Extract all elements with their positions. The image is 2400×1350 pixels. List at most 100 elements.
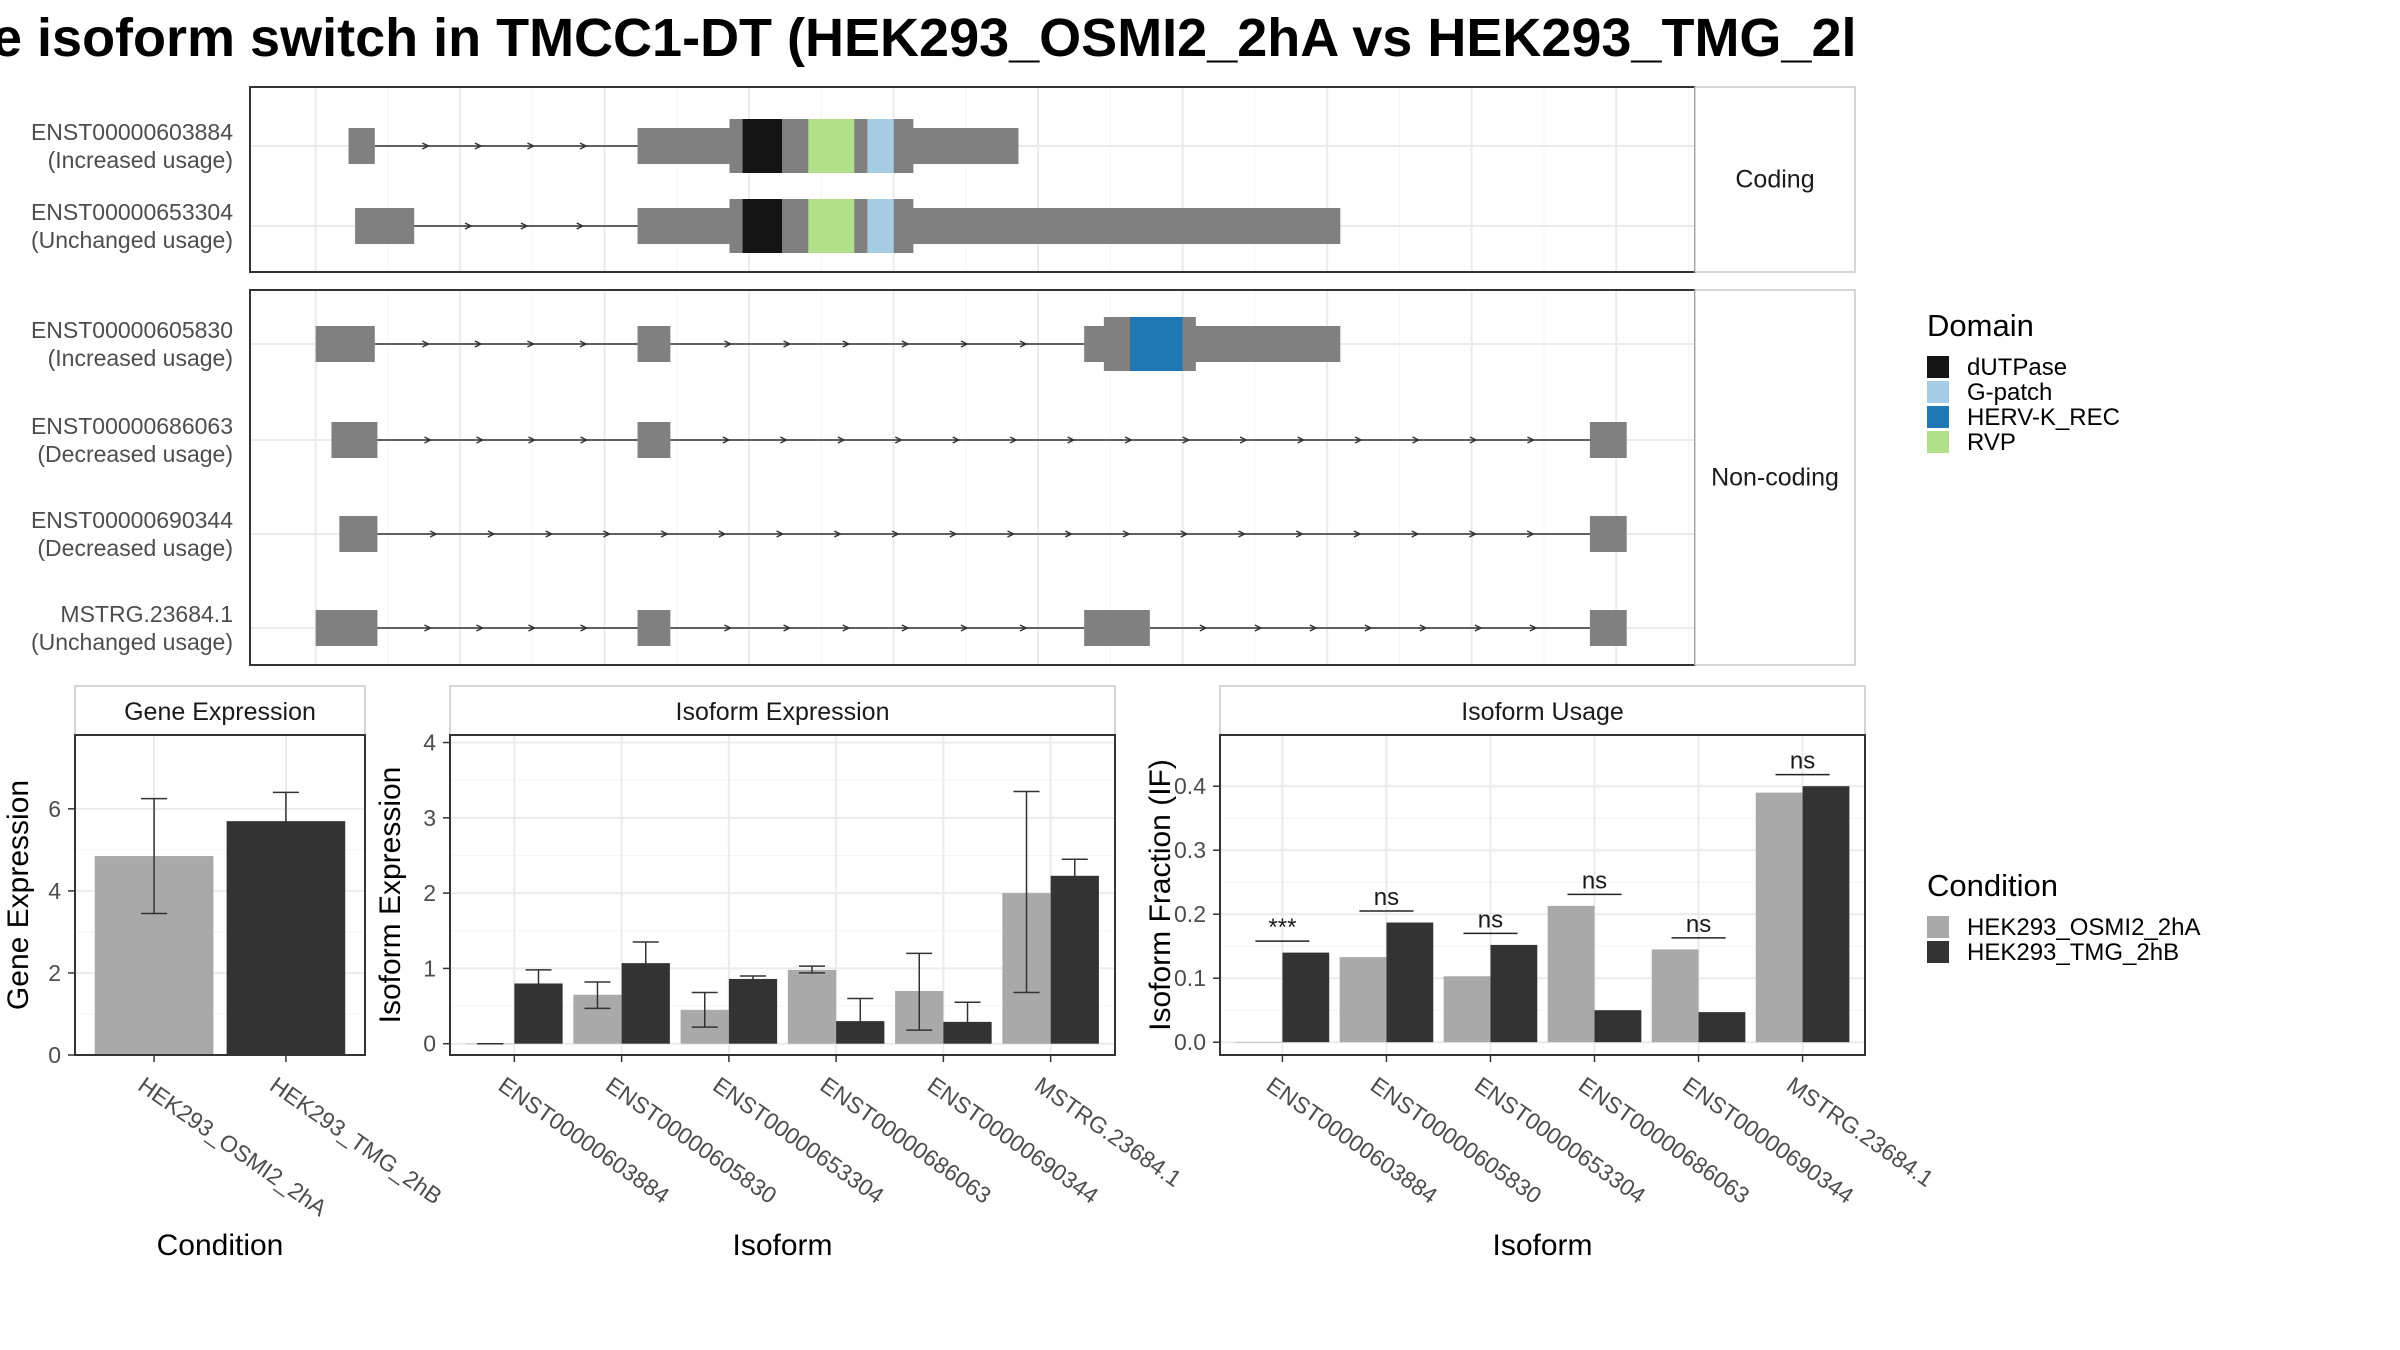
bar	[1339, 957, 1387, 1043]
structure-panel-background	[250, 87, 1695, 272]
transcript-usage-label: (Decreased usage)	[37, 535, 233, 561]
exon-block	[1589, 610, 1627, 646]
y-tick-label: 3	[423, 805, 436, 831]
x-tick-label: ENST00000686063	[816, 1072, 996, 1209]
x-tick-label: ENST00000690344	[1678, 1072, 1859, 1209]
bar	[1490, 944, 1538, 1043]
x-tick-label: ENST00000603884	[1262, 1072, 1443, 1209]
y-tick-label: 0.0	[1174, 1029, 1206, 1055]
intron-direction-arrow	[842, 624, 851, 632]
y-axis-title: Gene Expression	[2, 780, 35, 1010]
bar	[1651, 949, 1699, 1043]
intron-direction-arrow	[487, 530, 496, 538]
plot-layer: ENST00000603884 (Increased usage) ENST0000…	[2, 86, 2200, 1262]
intron-direction-arrow	[1064, 530, 1073, 538]
intron-direction-arrow	[474, 340, 483, 348]
y-tick-label: 1	[423, 955, 436, 981]
intron-direction-arrow	[842, 340, 851, 348]
intron-direction-arrow	[1122, 530, 1131, 538]
significance-label: ns	[1582, 867, 1607, 894]
intron-direction-arrow	[1182, 436, 1191, 444]
domain-g-patch	[867, 119, 894, 173]
exon-block	[339, 516, 378, 552]
y-axis-title: Isoform Fraction (IF)	[1144, 759, 1177, 1031]
intron-direction-arrow	[576, 222, 585, 230]
intron-direction-arrow	[1124, 436, 1133, 444]
facet-label: Non-coding	[1711, 464, 1839, 492]
x-tick-label: ENST00000690344	[923, 1072, 1104, 1209]
intron-direction-arrow	[1238, 530, 1247, 538]
y-tick-label: 2	[423, 880, 436, 906]
domain-dutpase	[742, 199, 783, 253]
bar	[728, 978, 778, 1044]
domain-legend-title: Domain	[1927, 308, 2034, 343]
condition-legend-key	[1927, 916, 1949, 938]
intron-direction-arrow	[1412, 436, 1421, 444]
exon-block	[315, 326, 375, 362]
condition-legend-label: HEK293_TMG_2hB	[1967, 939, 2179, 966]
intron-direction-arrow	[422, 340, 431, 348]
intron-direction-arrow	[528, 624, 537, 632]
bar	[1594, 1010, 1642, 1043]
significance-label: ns	[1478, 906, 1503, 933]
exon-block	[355, 208, 415, 244]
x-tick-label: ENST00000653304	[1470, 1072, 1651, 1209]
intron-direction-arrow	[424, 436, 433, 444]
bar	[1386, 922, 1434, 1043]
intron-direction-arrow	[837, 436, 846, 444]
transcript-label: ENST00000690344	[31, 507, 233, 533]
intron-direction-arrow	[545, 530, 554, 538]
exon-block	[1084, 610, 1150, 646]
exon-block	[315, 610, 378, 646]
domain-legend-key	[1927, 406, 1949, 428]
intron-direction-arrow	[1419, 624, 1428, 632]
intron-direction-arrow	[476, 624, 485, 632]
intron-direction-arrow	[1364, 624, 1373, 632]
bar	[226, 821, 346, 1055]
intron-direction-arrow	[579, 340, 588, 348]
intron-direction-arrow	[527, 340, 536, 348]
bar-panel-title: Gene Expression	[124, 698, 316, 726]
bar	[1547, 905, 1595, 1043]
bar	[787, 969, 837, 1044]
y-tick-label: 0.3	[1174, 837, 1206, 863]
intron-direction-arrow	[464, 222, 473, 230]
intron-direction-arrow	[476, 436, 485, 444]
domain-legend-label: G-patch	[1967, 379, 2052, 406]
x-axis-title: Isoform	[732, 1229, 832, 1262]
intron-direction-arrow	[1019, 624, 1028, 632]
x-axis-title: Isoform	[1492, 1229, 1592, 1262]
intron-direction-arrow	[776, 530, 785, 538]
transcript-usage-label: (Increased usage)	[48, 345, 233, 371]
bar	[1050, 875, 1099, 1044]
condition-legend-label: HEK293_OSMI2_2hA	[1967, 914, 2200, 941]
y-tick-label: 2	[48, 960, 61, 986]
exon-block	[1589, 422, 1627, 458]
bar-panel-strip	[1219, 685, 1866, 736]
y-tick-label: 4	[48, 878, 61, 904]
intron-direction-arrow	[1529, 624, 1538, 632]
y-tick-label: 0.1	[1174, 965, 1206, 991]
intron-direction-arrow	[1474, 624, 1483, 632]
intron-direction-arrow	[1469, 436, 1478, 444]
figure-title: e isoform switch in TMCC1-DT (HEK293_OSM…	[0, 8, 1857, 68]
significance-label: ***	[1268, 914, 1296, 941]
exon-block	[637, 326, 671, 362]
bar	[1755, 792, 1803, 1043]
transcript-usage-label: (Unchanged usage)	[31, 227, 233, 253]
condition-legend-key	[1927, 941, 1949, 963]
x-tick-label: ENST00000603884	[494, 1072, 675, 1209]
intron-direction-arrow	[1254, 624, 1263, 632]
domain-legend-label: RVP	[1967, 429, 2016, 456]
transcript-label: ENST00000603884	[31, 119, 233, 145]
intron-direction-arrow	[833, 530, 842, 538]
intron-direction-arrow	[724, 340, 733, 348]
intron-direction-arrow	[960, 340, 969, 348]
facet-strip	[1694, 86, 1856, 273]
intron-direction-arrow	[1297, 436, 1306, 444]
domain-legend-label: dUTPase	[1967, 354, 2067, 381]
y-axis-title: Isoform Expression	[374, 767, 407, 1024]
transcript-label: MSTRG.23684.1	[60, 601, 233, 627]
bar-panel-strip	[449, 685, 1116, 736]
intron-direction-arrow	[660, 530, 669, 538]
